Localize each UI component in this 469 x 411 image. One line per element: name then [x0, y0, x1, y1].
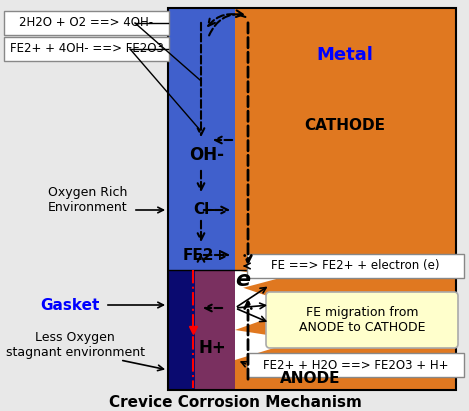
- Text: Cl-: Cl-: [194, 203, 216, 217]
- Text: FE migration from
ANODE to CATHODE: FE migration from ANODE to CATHODE: [299, 306, 425, 334]
- Text: Gasket: Gasket: [40, 298, 99, 312]
- FancyBboxPatch shape: [266, 292, 458, 348]
- FancyBboxPatch shape: [4, 11, 169, 35]
- Text: Oxygen Rich
Environment: Oxygen Rich Environment: [48, 186, 128, 214]
- Text: FE ==> FE2+ + electron (e): FE ==> FE2+ + electron (e): [271, 259, 440, 272]
- Text: FE2+: FE2+: [183, 247, 227, 263]
- Text: FE2+ + H2O ==> FE2O3 + H+: FE2+ + H2O ==> FE2O3 + H+: [263, 358, 448, 372]
- Text: ANODE: ANODE: [280, 370, 340, 386]
- Bar: [168, 8, 235, 270]
- Polygon shape: [235, 330, 300, 360]
- Polygon shape: [235, 270, 280, 290]
- FancyBboxPatch shape: [247, 254, 464, 278]
- Text: H+: H+: [198, 339, 226, 357]
- Bar: [235, 8, 456, 390]
- Bar: [168, 270, 195, 390]
- Text: Metal: Metal: [317, 46, 373, 64]
- FancyBboxPatch shape: [247, 353, 464, 377]
- Bar: [168, 8, 456, 390]
- Text: 2H2O + O2 ==> 4OH-: 2H2O + O2 ==> 4OH-: [19, 16, 153, 30]
- Text: Less Oxygen
stagnant environment: Less Oxygen stagnant environment: [6, 331, 144, 359]
- Text: e: e: [235, 270, 250, 290]
- Text: OH-: OH-: [189, 146, 225, 164]
- Bar: [195, 270, 235, 390]
- Polygon shape: [235, 285, 300, 330]
- Text: CATHODE: CATHODE: [304, 118, 386, 132]
- FancyBboxPatch shape: [4, 37, 169, 61]
- Text: Crevice Corrosion Mechanism: Crevice Corrosion Mechanism: [108, 395, 362, 409]
- Text: FE2+ + 4OH- ==> FE2O3: FE2+ + 4OH- ==> FE2O3: [9, 42, 163, 55]
